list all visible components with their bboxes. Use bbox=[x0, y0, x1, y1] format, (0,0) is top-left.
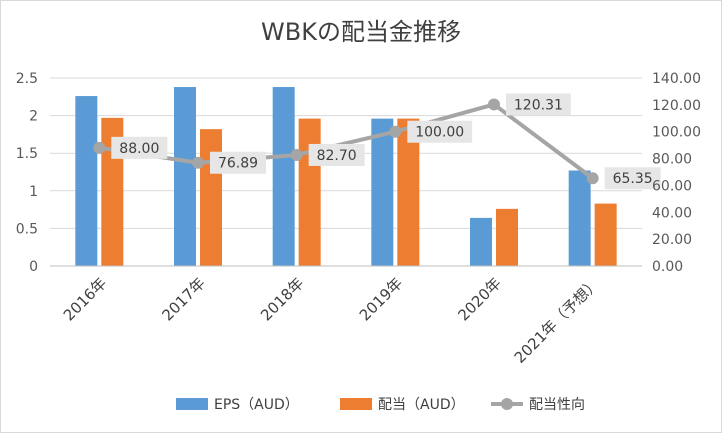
bar bbox=[470, 217, 492, 266]
y-right-tick-label: 40.00 bbox=[652, 205, 692, 221]
y-right-tick-label: 0.00 bbox=[652, 259, 683, 275]
bar bbox=[75, 96, 98, 266]
y-right-tick-label: 20.00 bbox=[652, 232, 692, 248]
data-label: 88.00 bbox=[119, 141, 159, 157]
data-label: 82.70 bbox=[317, 148, 357, 164]
line-series bbox=[93, 98, 599, 185]
line-point bbox=[192, 156, 204, 169]
data-label-box bbox=[407, 120, 473, 143]
y-left-tick-label: 2.5 bbox=[16, 71, 38, 87]
bar bbox=[298, 118, 321, 266]
data-label-box bbox=[308, 143, 365, 166]
line-point bbox=[93, 141, 106, 154]
y-left-tick-label: 2 bbox=[29, 109, 38, 125]
legend-swatch bbox=[340, 398, 372, 410]
legend-swatch bbox=[176, 398, 208, 410]
data-label: 100.00 bbox=[415, 125, 464, 141]
y-right-tick-label: 80.00 bbox=[652, 152, 692, 168]
legend-swatch-marker bbox=[501, 398, 513, 410]
chart-title: WBKの配当金推移 bbox=[261, 18, 461, 46]
x-tick-label: 2018年 bbox=[257, 274, 307, 324]
y-right-tick-label: 60.00 bbox=[652, 178, 692, 194]
line-point bbox=[488, 98, 500, 111]
legend: EPS（AUD） 配当（AUD） 配当性向 bbox=[176, 397, 585, 413]
bar bbox=[568, 170, 591, 266]
bar bbox=[200, 129, 222, 266]
data-label: 65.35 bbox=[613, 171, 653, 187]
y-left-tick-label: 1.5 bbox=[16, 146, 38, 162]
legend-label: EPS（AUD） bbox=[214, 397, 299, 413]
y-right-tick-label: 100.00 bbox=[652, 125, 701, 141]
y-right-tick-label: 140.00 bbox=[652, 71, 701, 87]
x-tick-label: 2017年 bbox=[158, 274, 208, 324]
series-line bbox=[99, 102, 594, 180]
data-label-box bbox=[210, 151, 266, 174]
y-right-tick-label: 120.00 bbox=[652, 98, 701, 114]
x-tick-label: 2019年 bbox=[356, 274, 406, 324]
bar bbox=[594, 203, 617, 266]
legend-label: 配当性向 bbox=[529, 397, 585, 413]
legend-label: 配当（AUD） bbox=[378, 397, 465, 413]
bar bbox=[397, 118, 420, 266]
data-label-box bbox=[506, 93, 571, 116]
bar bbox=[496, 208, 518, 266]
data-label-box bbox=[111, 136, 168, 159]
line-point bbox=[389, 125, 402, 138]
data-label-box bbox=[604, 167, 661, 190]
data-label: 76.89 bbox=[218, 156, 258, 172]
data-label: 120.31 bbox=[514, 97, 563, 113]
bar bbox=[371, 118, 394, 266]
y-left-tick-label: 1 bbox=[29, 184, 38, 200]
x-tick-label: 2021年（予想） bbox=[511, 274, 604, 367]
line-point bbox=[290, 148, 303, 161]
line-point bbox=[586, 172, 599, 185]
y-left-tick-label: 0.5 bbox=[16, 221, 38, 237]
bar bbox=[272, 87, 295, 266]
bar bbox=[174, 87, 196, 266]
x-tick-label: 2020年 bbox=[454, 274, 504, 324]
x-tick-label: 2016年 bbox=[60, 274, 110, 324]
data-labels: 88.00 76.89 82.70 100.00 120.31 65.35 bbox=[111, 93, 661, 190]
y-left-tick-label: 0 bbox=[29, 259, 38, 275]
